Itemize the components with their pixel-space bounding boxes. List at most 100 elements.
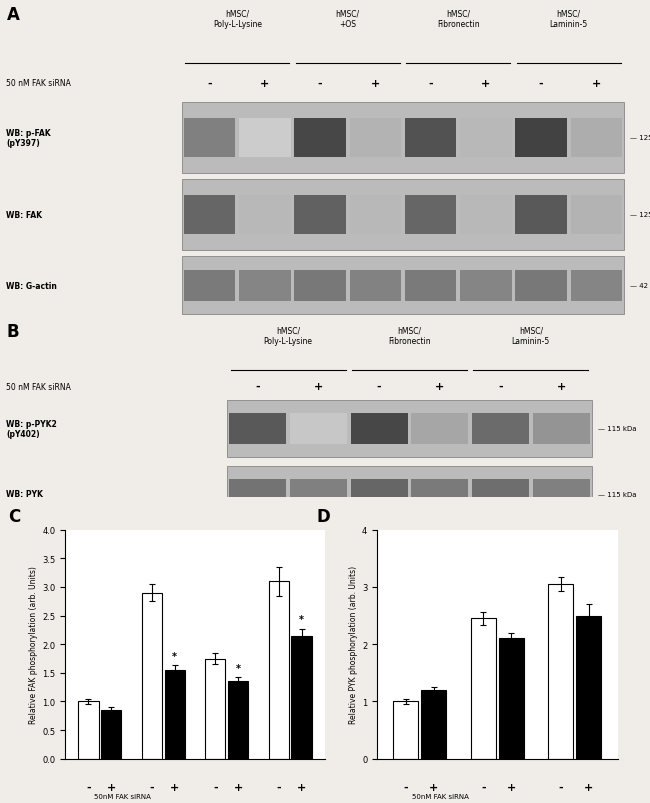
- Bar: [229, 414, 286, 445]
- Text: -: -: [498, 381, 503, 392]
- Bar: [182, 257, 624, 315]
- Bar: [405, 271, 456, 302]
- Text: +: +: [233, 782, 242, 792]
- Text: -: -: [481, 782, 486, 792]
- Bar: [460, 119, 512, 158]
- Text: C: C: [8, 507, 20, 525]
- Bar: [533, 414, 590, 445]
- Text: -: -: [207, 79, 212, 88]
- Bar: [515, 271, 567, 302]
- Y-axis label: Relative PYK phosphorylation (arb. Units): Relative PYK phosphorylation (arb. Units…: [349, 565, 358, 724]
- Text: *: *: [172, 651, 177, 661]
- Bar: [164, 671, 185, 759]
- Text: +: +: [314, 381, 323, 392]
- Bar: [294, 119, 346, 158]
- Text: +: +: [107, 782, 116, 792]
- Bar: [182, 103, 624, 173]
- Bar: [351, 479, 408, 510]
- Text: hMSC/
Laminin-5: hMSC/ Laminin-5: [550, 10, 588, 29]
- Text: 50nM FAK siRNA: 50nM FAK siRNA: [412, 793, 469, 799]
- Text: +: +: [592, 79, 601, 88]
- Bar: [294, 271, 346, 302]
- Text: WB: G-actin: WB: G-actin: [6, 281, 57, 291]
- Bar: [393, 702, 418, 759]
- Bar: [78, 702, 99, 759]
- Bar: [533, 479, 590, 510]
- Text: +: +: [260, 79, 270, 88]
- Bar: [421, 690, 446, 759]
- Bar: [227, 466, 592, 523]
- Text: +: +: [170, 782, 179, 792]
- Bar: [515, 196, 567, 235]
- Bar: [290, 479, 347, 510]
- Bar: [499, 638, 524, 759]
- Text: B: B: [6, 323, 19, 341]
- Text: *: *: [235, 663, 240, 673]
- Bar: [411, 479, 468, 510]
- Bar: [405, 119, 456, 158]
- Text: 50nM FAK siRNA: 50nM FAK siRNA: [94, 793, 150, 799]
- Bar: [182, 180, 624, 251]
- Text: -: -: [539, 79, 543, 88]
- Bar: [351, 414, 408, 445]
- Bar: [460, 271, 512, 302]
- Bar: [268, 581, 289, 759]
- Bar: [239, 271, 291, 302]
- Text: WB: PYK: WB: PYK: [6, 490, 44, 499]
- Text: — 42 kDa: — 42 kDa: [630, 283, 650, 289]
- Text: — 125 kDa: — 125 kDa: [630, 212, 650, 218]
- Bar: [411, 414, 468, 445]
- Text: 50 nM FAK siRNA: 50 nM FAK siRNA: [6, 79, 72, 88]
- Bar: [350, 271, 401, 302]
- Bar: [239, 119, 291, 158]
- Text: — 115 kDa: — 115 kDa: [598, 491, 636, 497]
- Text: -: -: [150, 782, 154, 792]
- Text: -: -: [404, 782, 408, 792]
- Bar: [227, 401, 592, 457]
- Text: A: A: [6, 6, 20, 24]
- Text: +: +: [556, 381, 566, 392]
- Text: WB: p-PYK2
(pY402): WB: p-PYK2 (pY402): [6, 419, 57, 438]
- Text: 50 nM FAK siRNA: 50 nM FAK siRNA: [6, 382, 72, 391]
- Text: +: +: [584, 782, 593, 792]
- Bar: [291, 636, 312, 759]
- Text: -: -: [276, 782, 281, 792]
- Bar: [228, 682, 248, 759]
- Bar: [350, 196, 401, 235]
- Bar: [184, 271, 235, 302]
- Bar: [405, 196, 456, 235]
- Text: -: -: [428, 79, 433, 88]
- Text: hMSC/
Laminin-5: hMSC/ Laminin-5: [512, 327, 550, 346]
- Bar: [471, 618, 496, 759]
- Bar: [549, 585, 573, 759]
- Text: -: -: [377, 381, 382, 392]
- Text: hMSC/
Poly-L-Lysine: hMSC/ Poly-L-Lysine: [213, 10, 262, 29]
- Bar: [229, 479, 286, 510]
- Bar: [142, 593, 162, 759]
- Text: -: -: [318, 79, 322, 88]
- Bar: [239, 196, 291, 235]
- Bar: [184, 119, 235, 158]
- Text: -: -: [213, 782, 218, 792]
- Text: — 115 kDa: — 115 kDa: [598, 426, 636, 432]
- Text: D: D: [317, 507, 331, 525]
- Text: hMSC/
Poly-L-Lysine: hMSC/ Poly-L-Lysine: [264, 327, 313, 346]
- Text: -: -: [558, 782, 563, 792]
- Bar: [460, 196, 512, 235]
- Text: +: +: [481, 79, 491, 88]
- Bar: [577, 616, 601, 759]
- Text: WB: FAK: WB: FAK: [6, 210, 42, 220]
- Y-axis label: Relative FAK phosphorylation (arb. Units): Relative FAK phosphorylation (arb. Units…: [29, 565, 38, 724]
- Text: -: -: [255, 381, 260, 392]
- Text: hMSC/
Fibronectin: hMSC/ Fibronectin: [437, 10, 480, 29]
- Bar: [472, 414, 529, 445]
- Bar: [571, 271, 622, 302]
- Bar: [571, 119, 622, 158]
- Text: +: +: [370, 79, 380, 88]
- Bar: [290, 414, 347, 445]
- Text: *: *: [299, 614, 304, 625]
- Text: -: -: [86, 782, 91, 792]
- Text: WB: p-FAK
(pY397): WB: p-FAK (pY397): [6, 128, 51, 148]
- Text: +: +: [429, 782, 438, 792]
- Text: +: +: [297, 782, 306, 792]
